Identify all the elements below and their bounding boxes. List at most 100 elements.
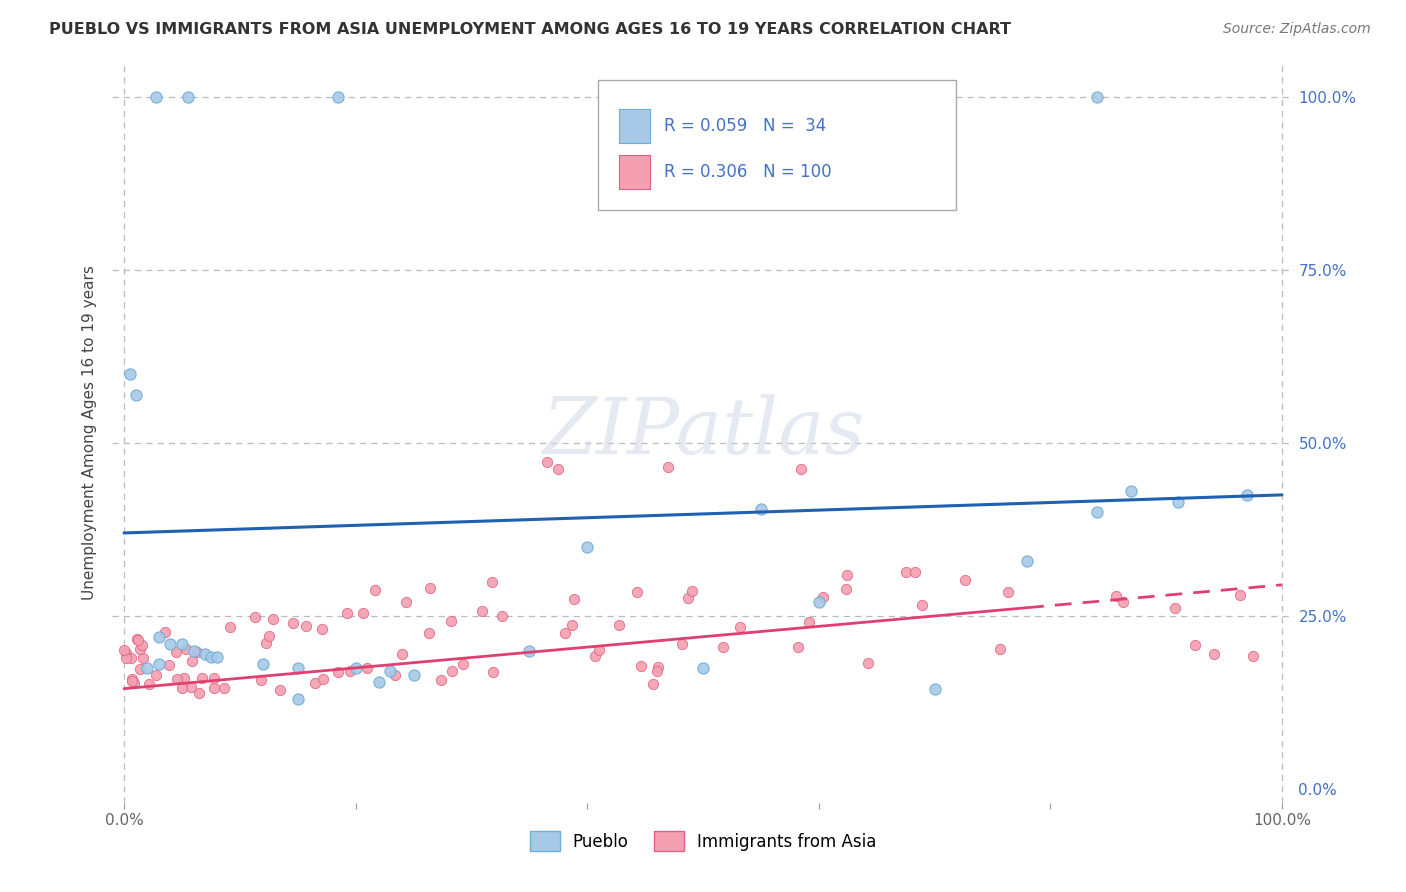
Point	[312, 673, 335, 687]
Point	[180, 654, 202, 668]
Point	[367, 674, 389, 689]
Point	[202, 671, 225, 685]
Point	[787, 640, 810, 654]
Point	[202, 681, 225, 695]
Point	[120, 651, 142, 665]
Point	[356, 660, 378, 674]
Point	[588, 643, 610, 657]
Point	[1184, 638, 1206, 652]
Point	[1085, 90, 1108, 104]
Point	[418, 625, 440, 640]
Point	[671, 637, 693, 651]
Point	[1085, 505, 1108, 519]
Point	[250, 673, 273, 688]
Point	[159, 637, 181, 651]
Point	[352, 607, 374, 621]
Point	[170, 681, 193, 696]
Point	[1167, 495, 1189, 509]
Text: Source: ZipAtlas.com: Source: ZipAtlas.com	[1223, 22, 1371, 37]
Point	[252, 657, 274, 672]
Point	[173, 671, 195, 685]
Point	[287, 692, 309, 706]
Point	[692, 661, 714, 675]
Point	[132, 651, 155, 665]
Point	[481, 665, 503, 680]
Point	[148, 657, 170, 672]
Point	[1241, 649, 1264, 664]
Point	[129, 641, 152, 656]
Text: PUEBLO VS IMMIGRANTS FROM ASIA UNEMPLOYMENT AMONG AGES 16 TO 19 YEARS CORRELATIO: PUEBLO VS IMMIGRANTS FROM ASIA UNEMPLOYM…	[49, 22, 1011, 37]
Point	[626, 584, 648, 599]
Point	[118, 367, 141, 381]
Point	[183, 643, 205, 657]
Point	[807, 595, 830, 609]
Point	[1112, 595, 1135, 609]
Point	[122, 675, 145, 690]
Point	[562, 592, 585, 607]
Point	[1017, 554, 1039, 568]
Text: R = 0.306   N = 100: R = 0.306 N = 100	[664, 163, 831, 181]
Legend: Pueblo, Immigrants from Asia: Pueblo, Immigrants from Asia	[523, 825, 883, 857]
Point	[749, 501, 772, 516]
Point	[328, 90, 350, 104]
Point	[856, 656, 879, 670]
Point	[813, 591, 835, 605]
Point	[517, 643, 540, 657]
Point	[124, 387, 146, 401]
Point	[245, 610, 267, 624]
Point	[835, 582, 858, 596]
Point	[165, 645, 187, 659]
Point	[131, 639, 153, 653]
Point	[339, 664, 361, 678]
Point	[180, 680, 202, 694]
Y-axis label: Unemployment Among Ages 16 to 19 years: Unemployment Among Ages 16 to 19 years	[82, 265, 97, 600]
Point	[115, 650, 138, 665]
Point	[212, 681, 235, 695]
Point	[391, 647, 413, 661]
Point	[554, 625, 576, 640]
Point	[159, 658, 181, 673]
Point	[186, 645, 208, 659]
Point	[561, 618, 583, 632]
Point	[676, 591, 699, 605]
Point	[547, 462, 569, 476]
Point	[904, 565, 927, 579]
Point	[219, 619, 242, 633]
Point	[295, 619, 318, 633]
Point	[115, 646, 138, 660]
Point	[153, 625, 176, 640]
Point	[395, 595, 418, 609]
Point	[1202, 647, 1225, 661]
Point	[471, 604, 494, 618]
Point	[910, 598, 932, 612]
Point	[205, 650, 228, 665]
Point	[728, 620, 751, 634]
Point	[924, 681, 946, 696]
Point	[607, 617, 630, 632]
Point	[790, 462, 813, 476]
Point	[363, 583, 385, 598]
Point	[336, 606, 359, 620]
Point	[481, 574, 503, 589]
Point	[630, 659, 652, 673]
Point	[283, 616, 305, 631]
Point	[418, 581, 440, 595]
Point	[988, 642, 1011, 657]
Point	[583, 648, 606, 663]
Point	[200, 650, 222, 665]
Point	[402, 667, 425, 681]
Point	[127, 632, 149, 647]
Point	[955, 573, 977, 587]
Point	[287, 661, 309, 675]
Point	[576, 540, 599, 554]
Point	[254, 635, 277, 649]
Point	[837, 568, 859, 582]
Point	[1236, 488, 1258, 502]
Point	[121, 673, 143, 688]
Point	[257, 629, 280, 643]
Point	[1105, 589, 1128, 603]
Point	[681, 583, 703, 598]
Point	[384, 668, 406, 682]
Point	[128, 662, 150, 676]
Point	[711, 640, 734, 654]
